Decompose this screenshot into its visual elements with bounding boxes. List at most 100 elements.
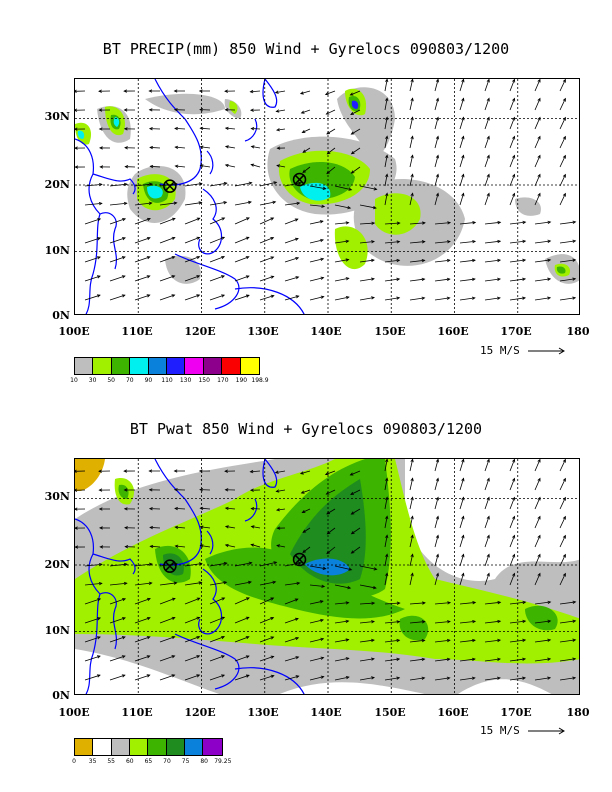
wind-vector-head [396,240,401,244]
wind-vector [334,620,349,624]
wind-vector [109,183,127,187]
wind-vector [559,259,576,263]
wind-vector-head [122,218,127,222]
precip-lon-label-110e: 110E [121,325,153,338]
wind-vector-head [410,116,414,121]
wind-vector [509,155,515,168]
wind-vector [559,297,576,301]
wind-vector [384,155,388,168]
wind-vector [259,237,274,244]
wind-vector-head [512,192,516,197]
wind-vector [484,658,501,662]
wind-vector [302,166,311,173]
wind-vector [384,639,400,643]
wind-vector-head [512,496,516,501]
wind-vector-head [562,173,566,178]
wind-vector-head [122,617,126,621]
wind-vector-head [148,182,153,186]
wind-vector-head [461,572,465,577]
wind-vector-head [300,110,305,114]
legend-tick-label: 70 [163,758,171,765]
wind-vector [434,98,439,111]
wind-vector-head [221,275,226,279]
legend-tick-label: 170 [217,377,229,384]
wind-vector [359,584,377,589]
legend-swatch [203,739,222,755]
wind-vector [409,677,425,681]
wind-vector [559,601,576,605]
wind-vector [284,257,299,263]
wind-vector [509,554,515,567]
wind-vector [434,478,439,491]
wind-vector [559,620,576,624]
wind-vector [309,204,325,207]
wind-vector-head [171,294,176,298]
wind-vector-head [522,657,527,661]
wind-vector-head [410,515,414,520]
wind-vector [209,616,225,624]
wind-vector [409,222,426,225]
wind-vector-head [537,572,541,577]
pwat-legend [74,738,223,756]
wind-vector [534,601,551,605]
wind-vector [359,621,375,624]
wind-vector [334,584,351,589]
wind-vector-head [250,506,255,511]
wind-vector-head [273,181,278,185]
wind-vector [484,639,501,643]
wind-vector-head [221,597,226,601]
wind-vector-head [396,221,401,225]
wind-vector [509,297,526,301]
wind-vector [134,563,152,567]
wind-vector [134,202,152,206]
wind-vector-head [497,638,502,643]
wind-vector-head [302,149,307,153]
wind-vector-head [221,635,226,640]
wind-vector-head [322,186,327,190]
wind-vector [434,497,439,510]
wind-vector-head [472,221,477,225]
wind-vector-head [325,111,330,115]
wind-vector-head [299,91,304,95]
wind-vector-head [224,506,229,511]
wind-vector [184,563,202,567]
wind-vector [209,217,225,225]
wind-vector-head [522,277,527,281]
wind-vector-head [497,277,501,281]
wind-vector-head [276,146,281,150]
wind-vector-head [174,126,178,131]
wind-vector-head [198,469,203,473]
wind-vector-head [385,515,389,520]
wind-vector-head [421,620,426,624]
wind-vector-head [249,488,254,492]
wind-vector-head [461,135,465,140]
wind-vector-head [446,296,451,300]
wind-vector-head [486,459,490,463]
wind-vector-head [148,89,153,93]
wind-vector [559,497,566,510]
wind-vector [459,535,464,548]
wind-vector [326,489,336,495]
pwat-lon-label-110e: 110E [121,706,153,719]
wind-vector-head [512,173,516,178]
wind-vector-head [572,619,577,623]
legend-tick-label: 80 [200,758,209,765]
wind-vector-head [572,638,577,642]
wind-vector-head [223,581,228,585]
wind-vector [175,507,186,510]
wind-vector-head [435,97,440,102]
wind-vector [484,459,490,472]
wind-vector [409,155,414,168]
wind-vector-head [435,459,440,463]
wind-vector-head [371,657,375,661]
precip-lon-label-100e: 100E [58,325,90,338]
wind-vector-head [422,601,426,605]
wind-vector-head [371,638,375,643]
wind-vector-head [171,674,176,678]
wind-vector [484,677,501,681]
wind-vector [334,259,349,263]
wind-vector [134,294,150,301]
wind-vector [84,256,101,263]
legend-swatch [93,739,112,755]
wind-vector-head [446,638,451,643]
